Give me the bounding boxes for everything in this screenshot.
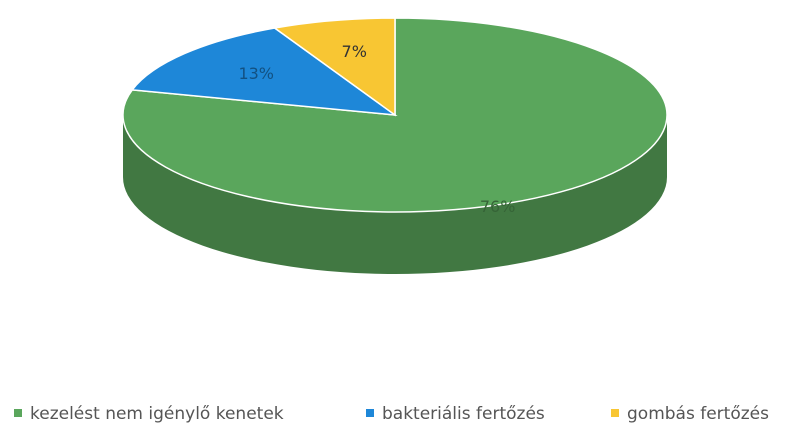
legend-swatch bbox=[14, 409, 22, 417]
data-label: 7% bbox=[342, 42, 367, 61]
data-label: 13% bbox=[238, 64, 274, 83]
legend-swatch bbox=[611, 409, 619, 417]
legend-label: kezelést nem igénylő kenetek bbox=[30, 404, 284, 424]
data-label: 76% bbox=[480, 197, 516, 216]
legend-label: gombás fertőzés bbox=[627, 404, 769, 424]
pie-slice bbox=[272, 17, 396, 117]
pie-side bbox=[123, 115, 667, 274]
legend-swatch bbox=[366, 409, 374, 417]
pie-slice bbox=[130, 27, 398, 117]
legend-label: bakteriális fertőzés bbox=[382, 404, 545, 424]
pie-slice bbox=[122, 17, 668, 213]
